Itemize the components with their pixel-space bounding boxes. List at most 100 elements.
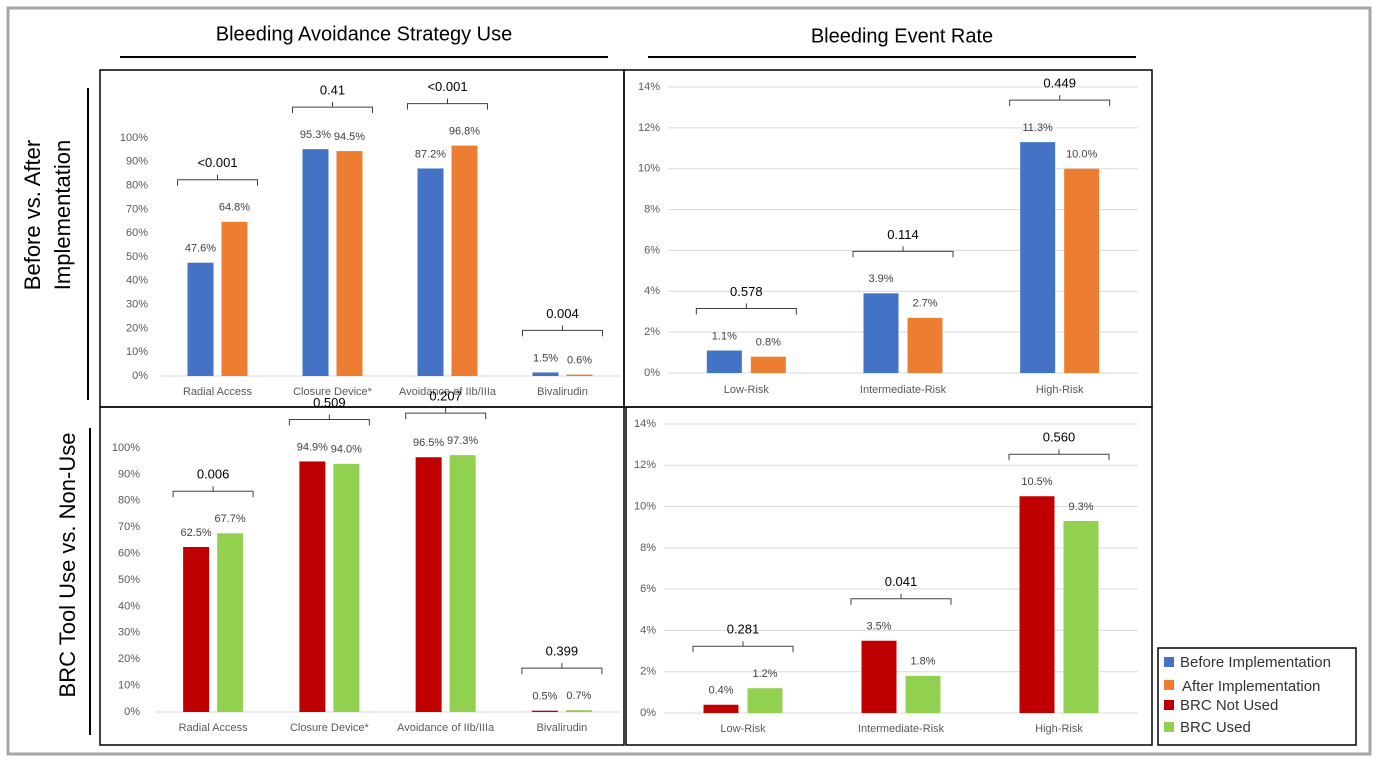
x-tick-label: Intermediate-Risk: [858, 723, 945, 735]
legend-label: After Implementation: [1182, 678, 1320, 695]
bracket: [522, 325, 603, 337]
legend-swatch: [1164, 680, 1174, 690]
legend-label: Before Implementation: [1180, 654, 1331, 671]
annotation: 0.281: [727, 622, 760, 637]
bar: [183, 547, 210, 712]
y-tick-label: 80%: [126, 180, 148, 192]
y-tick-label: 60%: [118, 548, 140, 560]
annotation: 0.004: [546, 306, 579, 321]
annotation: 0.207: [429, 389, 462, 404]
x-tick-label: Radial Access: [183, 386, 253, 398]
y-tick-label: 30%: [118, 627, 140, 639]
value-label: 64.8%: [219, 202, 250, 214]
bracket: [172, 486, 254, 498]
x-tick-label: Intermediate-Risk: [860, 384, 947, 396]
value-label: 67.7%: [215, 513, 246, 525]
value-label: 47.6%: [185, 243, 216, 255]
bar: [750, 356, 786, 373]
y-tick-label: 100%: [112, 442, 140, 454]
x-tick-label: Low-Risk: [720, 723, 766, 735]
y-tick-label: 2%: [640, 666, 656, 678]
bar: [1063, 521, 1099, 713]
bar: [333, 463, 360, 712]
y-tick-label: 90%: [126, 156, 148, 168]
legend-label: BRC Not Used: [1180, 697, 1278, 714]
row-title: BRC Tool Use vs. Non-Use: [55, 432, 80, 698]
y-tick-label: 50%: [126, 251, 148, 263]
value-label: 10.5%: [1021, 476, 1052, 488]
bracket: [1009, 95, 1111, 107]
bar: [302, 149, 329, 376]
bar: [531, 710, 558, 712]
bar: [417, 168, 444, 376]
y-tick-label: 70%: [126, 203, 148, 215]
value-label: 0.4%: [708, 685, 733, 697]
y-tick-label: 8%: [640, 542, 656, 554]
y-tick-label: 8%: [644, 203, 660, 215]
bar: [907, 317, 943, 373]
bar: [532, 372, 559, 376]
y-tick-label: 0%: [640, 707, 656, 719]
value-label: 2.7%: [912, 298, 937, 310]
panel: [99, 406, 625, 746]
bracket: [850, 593, 952, 605]
x-tick-label: Closure Device*: [290, 722, 370, 734]
y-tick-label: 4%: [644, 285, 660, 297]
annotation: 0.399: [546, 644, 579, 659]
annotation: <0.001: [197, 155, 237, 170]
y-tick-label: 6%: [640, 583, 656, 595]
value-label: 87.2%: [415, 148, 446, 160]
y-tick-label: 90%: [118, 468, 140, 480]
bar: [415, 457, 442, 712]
y-tick-label: 10%: [118, 680, 140, 692]
bar: [451, 145, 478, 376]
x-tick-label: Radial Access: [179, 722, 249, 734]
bar: [1019, 496, 1055, 713]
y-tick-label: 4%: [640, 624, 656, 636]
bar: [221, 221, 248, 376]
annotation: 0.578: [730, 284, 763, 299]
y-tick-label: 40%: [126, 275, 148, 287]
y-tick-label: 12%: [634, 459, 656, 471]
annotation: 0.114: [887, 227, 919, 242]
y-tick-label: 80%: [118, 495, 140, 507]
bar: [565, 710, 592, 712]
row-title: Before vs. After Implementation: [20, 139, 75, 291]
bracket: [695, 303, 797, 315]
bar: [861, 640, 897, 713]
bracket: [407, 98, 488, 110]
value-label: 96.8%: [449, 126, 480, 138]
annotation: 0.509: [313, 395, 346, 410]
value-label: 0.8%: [756, 337, 781, 349]
frame: [6, 6, 1372, 756]
bracket: [521, 663, 603, 675]
bracket: [177, 174, 258, 186]
x-tick-label: Low-Risk: [724, 384, 770, 396]
value-label: 0.7%: [566, 690, 591, 702]
bar: [1020, 142, 1056, 373]
annotation: 0.41: [320, 83, 345, 98]
y-tick-label: 50%: [118, 574, 140, 586]
value-label: 3.9%: [868, 273, 893, 285]
x-tick-label: Avoidance of IIb/IIIa: [397, 722, 495, 734]
bracket: [1008, 449, 1110, 461]
bar: [217, 533, 244, 712]
y-tick-label: 0%: [124, 706, 140, 718]
bar: [905, 675, 941, 713]
panel: [625, 406, 1153, 746]
column-title: Bleeding Avoidance Strategy Use: [216, 23, 513, 45]
column-title: Bleeding Event Rate: [811, 25, 993, 47]
bar: [703, 704, 739, 713]
y-tick-label: 0%: [132, 370, 148, 382]
value-label: 3.5%: [866, 621, 891, 633]
y-tick-label: 60%: [126, 227, 148, 239]
x-tick-label: Bivalirudin: [537, 386, 588, 398]
annotation: 0.560: [1043, 430, 1076, 445]
bar: [187, 262, 214, 376]
annotation: 0.041: [885, 574, 918, 589]
value-label: 1.5%: [533, 352, 558, 364]
y-tick-label: 2%: [644, 326, 660, 338]
bracket: [692, 641, 794, 653]
y-tick-label: 0%: [644, 367, 660, 379]
bar: [299, 461, 326, 712]
